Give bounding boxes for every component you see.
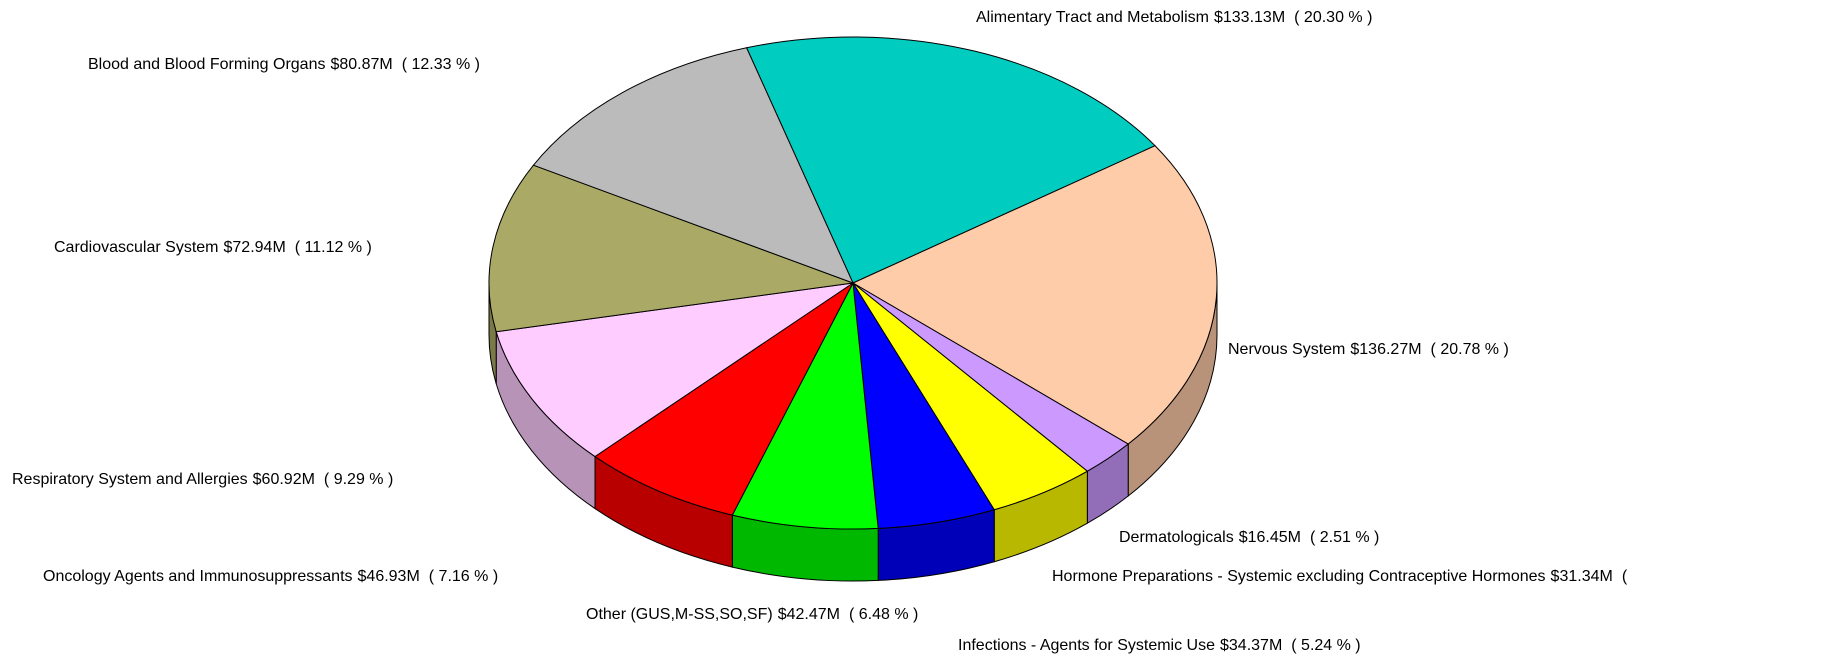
label-name: Oncology Agents and Immunosuppressants xyxy=(43,568,353,585)
slice-label: Respiratory System and Allergies $60.92M (… xyxy=(12,471,393,488)
slice-label: Nervous System $136.27M ( 20.78 % ) xyxy=(1228,341,1509,358)
label-name: Respiratory System and Allergies xyxy=(12,471,248,488)
pie-slice xyxy=(745,36,1156,284)
label-percent: ( 7.16 % ) xyxy=(429,568,498,585)
slice-label: Alimentary Tract and Metabolism $133.13M (… xyxy=(976,9,1372,26)
label-value: $60.92M xyxy=(253,471,315,488)
slice-label: Infections - Agents for Systemic Use $34.… xyxy=(958,637,1361,654)
label-percent: ( 6.48 % ) xyxy=(849,606,918,623)
label-percent: ( 20.30 % ) xyxy=(1294,9,1372,26)
label-percent: ( 2.51 % ) xyxy=(1310,529,1379,546)
slice-label: Dermatologicals $16.45M ( 2.51 % ) xyxy=(1119,529,1379,546)
label-value: $136.27M xyxy=(1350,341,1421,358)
slice-label: Cardiovascular System $72.94M ( 11.12 % ) xyxy=(54,239,372,256)
label-value: $34.37M xyxy=(1220,637,1282,654)
slice-label: Other (GUS,M-SS,SO,SF) $42.47M ( 6.48 % ) xyxy=(586,606,918,623)
slice-label: Blood and Blood Forming Organs $80.87M ( 1… xyxy=(88,56,480,73)
label-value: $46.93M xyxy=(358,568,420,585)
slice-label: Oncology Agents and Immunosuppressants $4… xyxy=(43,568,498,585)
label-percent: ( 20.78 % ) xyxy=(1431,341,1509,358)
label-percent: ( 11.12 % ) xyxy=(295,239,372,256)
label-percent: ( 9.29 % ) xyxy=(324,471,393,488)
pie-slice xyxy=(731,281,879,530)
pie-slice xyxy=(495,282,854,458)
label-name: Cardiovascular System xyxy=(54,239,219,256)
label-value: $133.13M xyxy=(1214,9,1285,26)
label-value: $42.47M xyxy=(778,606,840,623)
label-name: Nervous System xyxy=(1228,341,1345,358)
label-name: Alimentary Tract and Metabolism xyxy=(976,9,1209,26)
label-name: Other (GUS,M-SS,SO,SF) xyxy=(586,606,773,623)
label-value: $80.87M xyxy=(330,56,392,73)
label-percent: ( 5.24 % ) xyxy=(1291,637,1360,654)
pie-slice xyxy=(851,145,1218,445)
slice-label: Hormone Preparations - Systemic excludin… xyxy=(1052,568,1628,585)
label-percent: ( xyxy=(1622,568,1628,585)
label-value: $31.34M xyxy=(1551,568,1613,585)
label-name: Blood and Blood Forming Organs xyxy=(88,56,325,73)
label-name: Infections - Agents for Systemic Use xyxy=(958,637,1215,654)
pie-slice xyxy=(594,282,854,516)
label-name: Hormone Preparations - Systemic excludin… xyxy=(1052,568,1546,585)
pie-slice xyxy=(532,47,854,284)
label-percent: ( 12.33 % ) xyxy=(402,56,480,73)
label-name: Dermatologicals xyxy=(1119,529,1234,546)
pie-slice xyxy=(488,164,854,333)
label-value: $72.94M xyxy=(224,239,286,256)
label-value: $16.45M xyxy=(1239,529,1301,546)
